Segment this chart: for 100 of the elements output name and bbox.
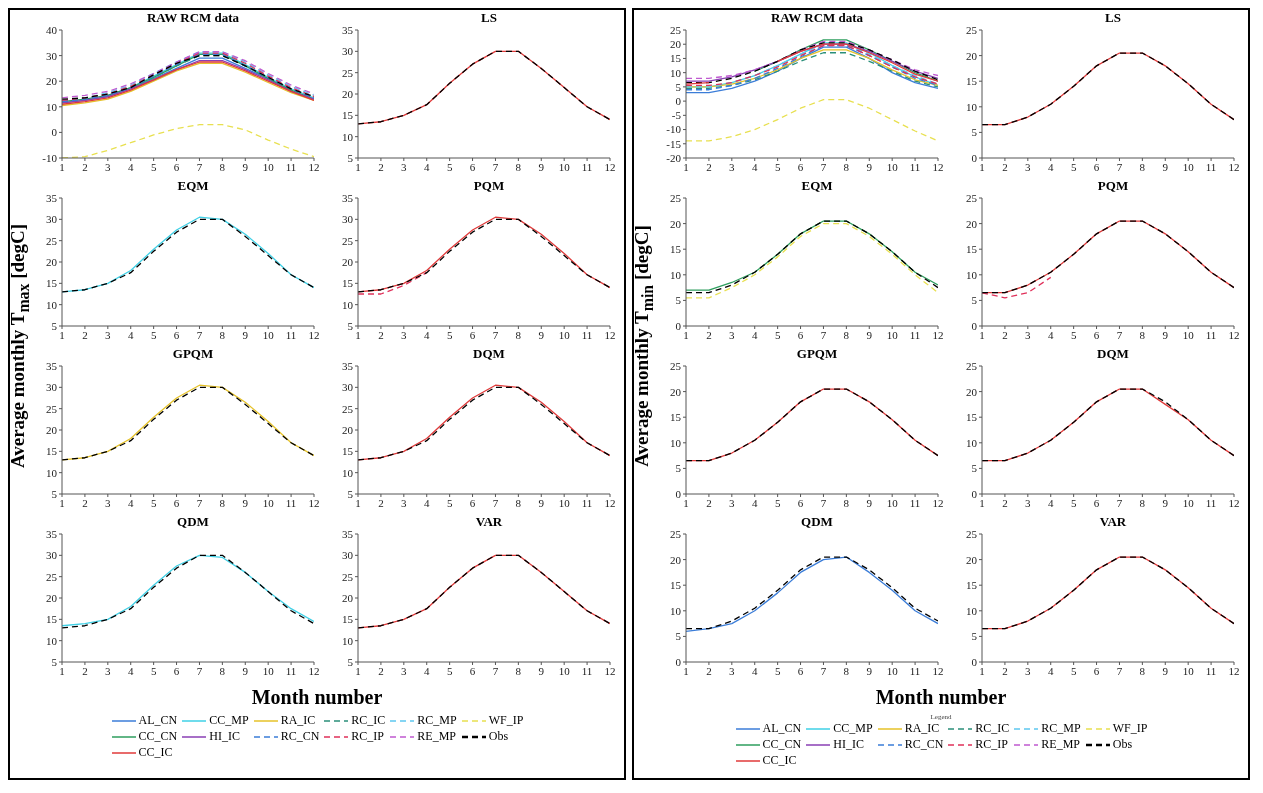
x-tick-label: 4 <box>423 160 430 173</box>
x-tick-label: 8 <box>515 496 522 509</box>
x-tick-label: 7 <box>492 328 499 341</box>
x-tick-label: 8 <box>843 328 850 341</box>
x-tick-label: 7 <box>1116 496 1123 509</box>
x-tick-label: 5 <box>446 496 453 509</box>
x-tick-label: 11 <box>1205 664 1217 677</box>
y-tick-label: 15 <box>670 579 682 592</box>
x-tick-label: 3 <box>105 160 112 173</box>
x-tick-label: 8 <box>843 160 850 173</box>
legend-label: RC_IC <box>975 721 1010 736</box>
x-tick-label: 1 <box>979 664 985 677</box>
x-tick-label: 4 <box>1047 664 1054 677</box>
y-tick-label: 25 <box>342 66 354 79</box>
y-tick-label: 15 <box>46 613 58 626</box>
y-tick-label: -10 <box>666 123 682 136</box>
x-tick-label: 7 <box>820 160 827 173</box>
x-tick-label: 7 <box>492 496 499 509</box>
y-tick-label: 15 <box>966 579 978 592</box>
line-series <box>686 99 938 142</box>
x-tick-label: 3 <box>401 328 408 341</box>
x-tick-label: 6 <box>1093 664 1100 677</box>
legend-label: RC_CN <box>280 729 320 744</box>
x-tick-label: 3 <box>401 160 408 173</box>
y-tick-label: 15 <box>46 445 58 458</box>
x-tick-label: 4 <box>127 328 134 341</box>
x-tick-label: 1 <box>355 328 361 341</box>
x-tick-label: 7 <box>196 496 203 509</box>
legend-label: CC_IC <box>762 753 797 768</box>
y-tick-label: 40 <box>46 23 58 36</box>
y-tick-label: 25 <box>46 234 58 247</box>
x-tick-label: 1 <box>979 328 985 341</box>
x-tick-label: 12 <box>1228 160 1240 173</box>
x-tick-label: 9 <box>242 160 249 173</box>
line-series <box>686 388 938 462</box>
x-tick-label: 9 <box>866 160 873 173</box>
y-tick-label: 20 <box>46 591 58 604</box>
x-tick-label: 5 <box>1070 328 1077 341</box>
x-tick-label: 3 <box>105 664 112 677</box>
legend-label: CC_MP <box>833 721 873 736</box>
x-tick-label: 6 <box>469 160 476 173</box>
y-tick-label: 30 <box>342 213 354 226</box>
legend-label: CC_CN <box>138 729 178 744</box>
x-tick-label: 2 <box>82 160 88 173</box>
y-tick-label: 10 <box>46 100 58 113</box>
y-tick-label: 25 <box>670 527 682 540</box>
chart-title: RAW RCM data <box>146 10 240 25</box>
x-tick-label: 11 <box>285 328 297 341</box>
x-tick-label: 12 <box>1228 664 1240 677</box>
y-tick-label: 30 <box>46 381 58 394</box>
x-tick-label: 4 <box>423 496 430 509</box>
y-tick-label: 15 <box>342 109 354 122</box>
y-tick-label: 25 <box>966 527 978 540</box>
y-tick-label: 20 <box>46 423 58 436</box>
x-tick-label: 2 <box>378 328 384 341</box>
line-series <box>358 50 610 125</box>
x-tick-label: 4 <box>423 664 430 677</box>
x-tick-label: 11 <box>581 160 593 173</box>
y-tick-label: 30 <box>342 381 354 394</box>
line-series <box>982 52 1234 126</box>
chart-title: QDM <box>801 514 833 529</box>
x-tick-label: 11 <box>1205 496 1217 509</box>
x-tick-label: 2 <box>82 496 88 509</box>
y-tick-label: 10 <box>670 604 682 617</box>
x-tick-label: 1 <box>683 160 689 173</box>
x-tick-label: 2 <box>82 328 88 341</box>
x-axis-title: Month number <box>874 686 1008 709</box>
x-tick-label: 11 <box>581 496 593 509</box>
x-tick-label: 12 <box>308 160 320 173</box>
y-tick-label: 20 <box>670 553 682 566</box>
y-tick-label: 30 <box>46 49 58 62</box>
chart-title: DQM <box>473 346 505 361</box>
x-tick-label: 10 <box>262 664 275 677</box>
x-tick-label: 5 <box>774 664 781 677</box>
x-tick-label: 9 <box>242 664 249 677</box>
x-tick-label: 3 <box>105 328 112 341</box>
x-tick-label: 4 <box>1047 160 1054 173</box>
y-tick-label: 20 <box>670 385 682 398</box>
x-tick-label: 6 <box>173 664 180 677</box>
x-tick-label: 11 <box>1205 160 1217 173</box>
y-tick-label: 0 <box>51 126 58 139</box>
y-tick-label: 25 <box>670 23 682 36</box>
line-series <box>358 554 610 629</box>
x-tick-label: 6 <box>173 160 180 173</box>
y-tick-label: 35 <box>342 23 354 36</box>
y-tick-label: 35 <box>342 191 354 204</box>
x-tick-label: 1 <box>59 160 65 173</box>
x-tick-label: 6 <box>173 328 180 341</box>
x-tick-label: 1 <box>683 328 689 341</box>
y-tick-label: 35 <box>46 191 58 204</box>
y-tick-label: 0 <box>971 319 978 332</box>
y-tick-label: 0 <box>675 95 682 108</box>
y-tick-label: 0 <box>675 655 682 668</box>
x-tick-label: 9 <box>866 664 873 677</box>
y-tick-label: 25 <box>670 191 682 204</box>
y-tick-label: 5 <box>347 151 354 164</box>
x-tick-label: 6 <box>1093 496 1100 509</box>
x-tick-label: 10 <box>262 160 275 173</box>
y-tick-label: 10 <box>342 634 354 647</box>
y-tick-label: 0 <box>971 151 978 164</box>
